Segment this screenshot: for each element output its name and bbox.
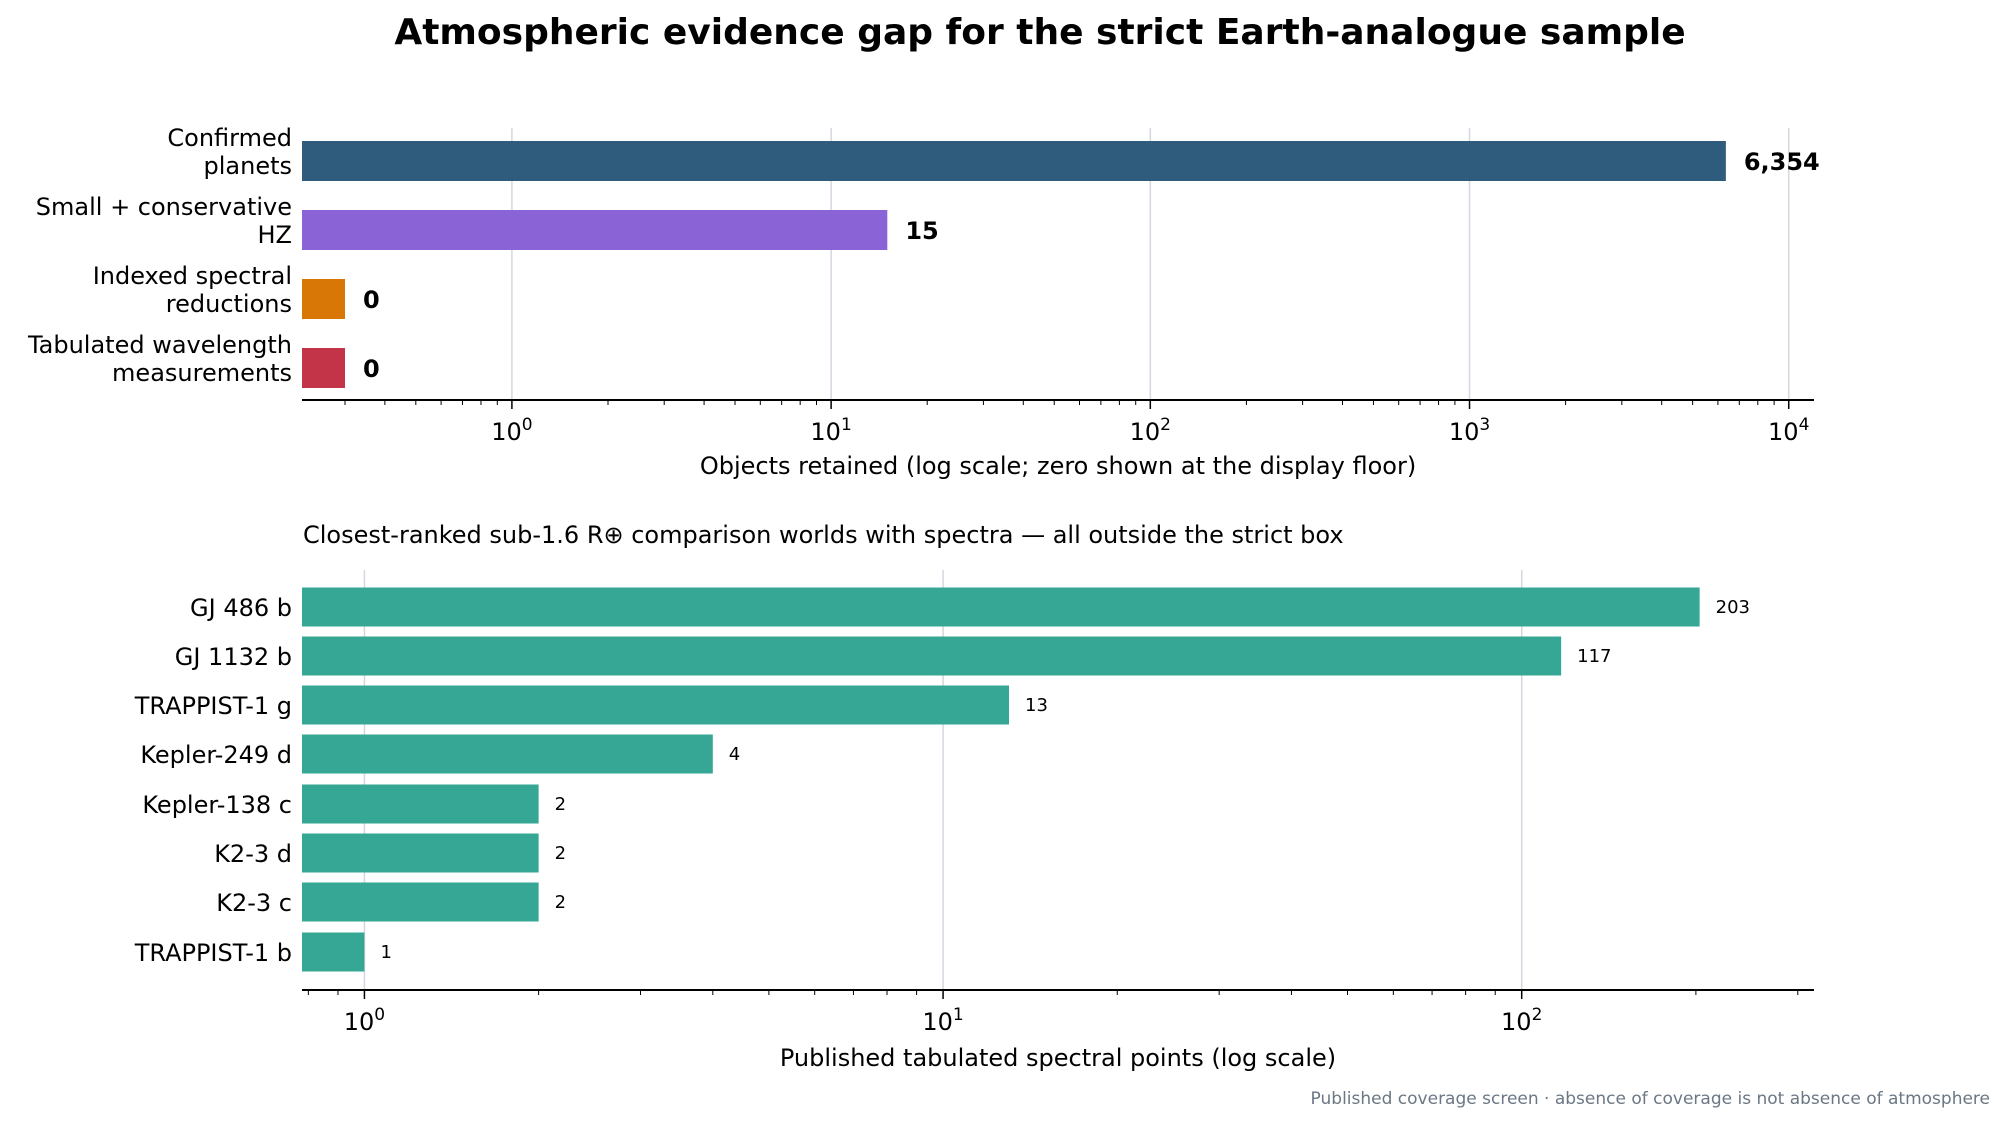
category-label: Tabulated wavelength measurements [27, 331, 292, 387]
bar [302, 932, 365, 972]
value-label: 2 [555, 892, 566, 913]
x-tick-label: 100 [491, 415, 532, 446]
x-tick-label: 102 [1501, 1005, 1542, 1036]
value-label: 203 [1716, 597, 1750, 618]
panel-pipeline-counts: Confirmed planets Small + conservative HZ In… [27, 124, 1820, 480]
value-label: 1 [380, 942, 391, 963]
category-label: TRAPPIST-1 g [134, 692, 292, 720]
p2-x-ticks: 100 101 102 [307, 990, 1799, 1036]
p1-x-ticks: 100 101 102 103 104 [344, 400, 1809, 446]
p2-grid [363, 570, 1523, 990]
value-label: 0 [363, 286, 380, 314]
x-tick-label: 101 [810, 415, 851, 446]
bar [302, 734, 713, 774]
x-tick-label: 103 [1449, 415, 1490, 446]
category-label: GJ 1132 b [175, 643, 292, 671]
value-label: 2 [555, 843, 566, 864]
p1-category-labels: Confirmed planets Small + conservative HZ In… [27, 124, 292, 387]
footnote: Published coverage screen · absence of c… [1311, 1089, 1990, 1109]
bar [302, 279, 345, 319]
category-label: Kepler-138 c [142, 791, 292, 819]
p1-value-labels: 6,354 15 0 0 [363, 148, 1820, 383]
p2-x-axis-label: Published tabulated spectral points (log… [780, 1044, 1336, 1072]
x-tick-label: 104 [1768, 415, 1809, 446]
chart-title: Atmospheric evidence gap for the strict … [394, 12, 1685, 53]
category-label: Indexed spectral reductions [93, 262, 292, 318]
x-tick-label: 101 [922, 1005, 963, 1036]
p2-category-labels: GJ 486 b GJ 1132 b TRAPPIST-1 g Kepler-249 … [134, 594, 292, 967]
bar [302, 685, 1010, 725]
value-label: 4 [729, 744, 740, 765]
p2-bars [302, 587, 1700, 972]
p1-bars [302, 141, 1726, 388]
value-label: 2 [555, 794, 566, 815]
bar [302, 636, 1562, 676]
category-label: K2-3 c [216, 889, 292, 917]
bar [302, 348, 345, 388]
category-label: Confirmed planets [167, 124, 292, 180]
bar [302, 587, 1700, 627]
category-label: K2-3 d [214, 840, 292, 868]
p1-x-axis-label: Objects retained (log scale; zero shown … [700, 452, 1416, 480]
value-label: 117 [1577, 646, 1611, 667]
bar [302, 882, 539, 922]
category-label: GJ 486 b [190, 594, 292, 622]
p2-title: Closest-ranked sub-1.6 R⊕ comparison wor… [303, 521, 1344, 549]
bar [302, 210, 888, 250]
value-label: 15 [905, 217, 938, 245]
bar [302, 141, 1726, 181]
p2-value-labels: 203 117 13 4 2 2 2 1 [380, 597, 1750, 963]
bar [302, 833, 539, 873]
x-tick-label: 102 [1130, 415, 1171, 446]
category-label: Kepler-249 d [140, 741, 292, 769]
x-tick-label: 100 [344, 1005, 385, 1036]
value-label: 13 [1025, 695, 1048, 716]
category-label: TRAPPIST-1 b [134, 939, 292, 967]
bar [302, 784, 539, 824]
panel-comparison-worlds: Closest-ranked sub-1.6 R⊕ comparison wor… [134, 521, 1814, 1072]
value-label: 6,354 [1744, 148, 1820, 176]
value-label: 0 [363, 355, 380, 383]
category-label: Small + conservative HZ [36, 193, 292, 249]
